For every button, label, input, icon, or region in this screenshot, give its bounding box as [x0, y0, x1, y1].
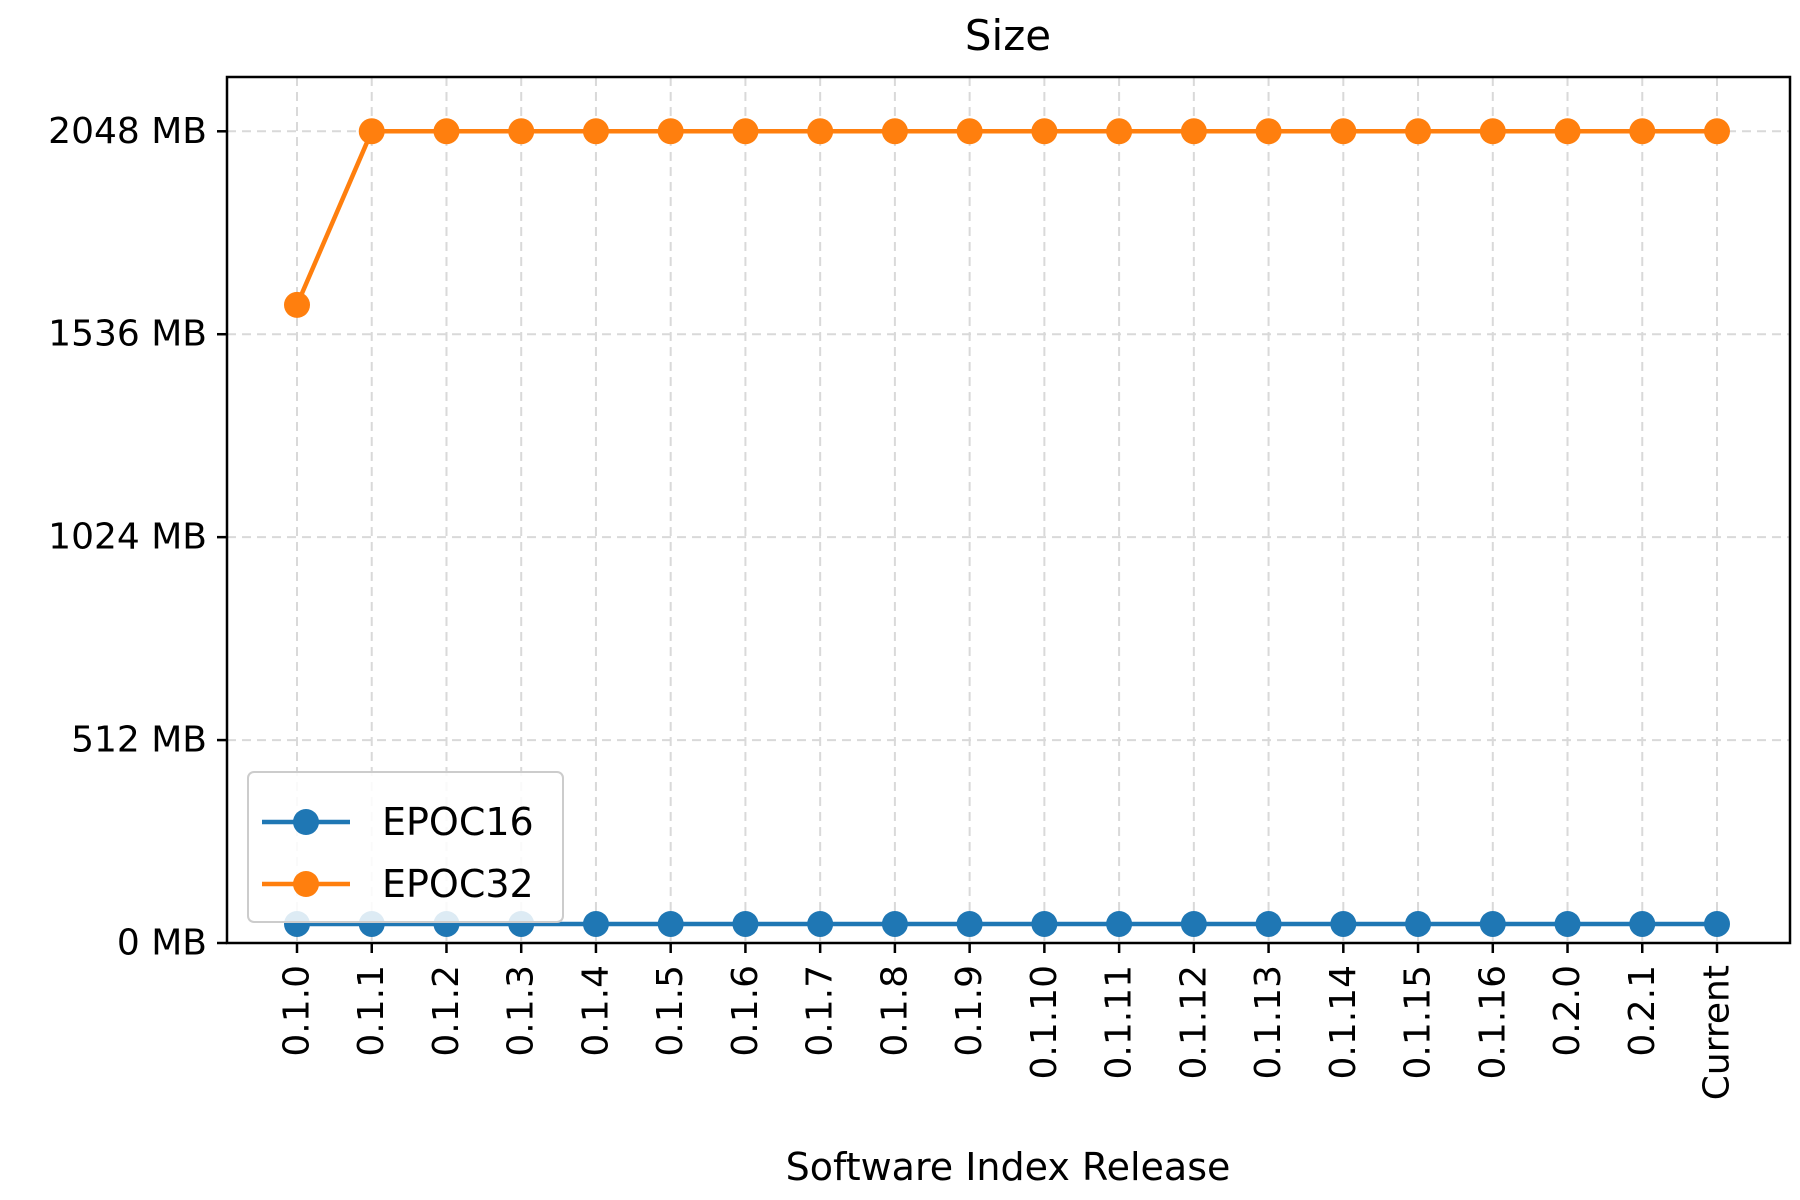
data-point: [1405, 910, 1432, 937]
data-point: [1479, 910, 1506, 937]
data-point: [582, 118, 609, 145]
x-tick-label: 0.1.1: [351, 965, 392, 1057]
data-point: [508, 118, 535, 145]
legend: EPOC16 EPOC32: [247, 771, 564, 923]
data-point: [657, 118, 684, 145]
y-tick-label: 512 MB: [71, 720, 207, 761]
data-point: [284, 291, 310, 318]
legend-label: EPOC16: [382, 800, 534, 844]
data-point: [1255, 910, 1282, 937]
x-axis: 0.1.0 0.1.1 0.1.2 0.1.3 0.1.4 0.1.5 0.1.6 0.1.7…: [277, 943, 1738, 1100]
data-point: [1629, 910, 1656, 937]
series-line: [294, 129, 1717, 306]
data-point: [1479, 118, 1506, 145]
x-tick-label: 0.1.0: [277, 965, 318, 1057]
data-point: [1031, 118, 1058, 145]
x-tick-label: 0.1.7: [800, 965, 841, 1057]
x-tick-label: 0.1.13: [1248, 965, 1289, 1080]
data-point: [1106, 118, 1133, 145]
data-point: [807, 118, 834, 145]
x-tick-label: 0.1.4: [575, 965, 616, 1057]
data-point: [1330, 910, 1357, 937]
legend-entry-epoc32: EPOC32: [262, 862, 534, 906]
legend-label: EPOC32: [382, 862, 534, 906]
x-tick-label: 0.1.16: [1472, 965, 1513, 1080]
y-tick-label: 0 MB: [117, 923, 207, 964]
data-point: [1554, 118, 1581, 145]
x-tick-label: 0.1.12: [1173, 965, 1214, 1080]
y-tick-label: 2048 MB: [48, 111, 207, 152]
x-tick-label: 0.1.3: [501, 965, 542, 1057]
x-tick-label: 0.1.2: [426, 965, 467, 1057]
data-point: [1554, 910, 1581, 937]
data-point: [956, 910, 983, 937]
data-point: [1255, 118, 1282, 145]
x-tick-label: 0.1.5: [650, 965, 691, 1057]
y-axis: 0 MB 512 MB 1024 MB 1536 MB 2048 MB: [48, 111, 227, 964]
legend-swatch-marker: [293, 809, 319, 835]
data-point: [657, 910, 684, 937]
data-point: [732, 118, 759, 145]
data-point: [1405, 118, 1432, 145]
x-tick-label: 0.2.0: [1547, 965, 1588, 1057]
data-point: [433, 118, 460, 145]
x-tick-label: 0.1.8: [874, 965, 915, 1057]
y-tick-label: 1536 MB: [48, 314, 207, 355]
data-point: [881, 910, 908, 937]
legend-entry-epoc16: EPOC16: [262, 800, 534, 844]
x-tick-label: 0.1.9: [949, 965, 990, 1057]
data-point: [1330, 118, 1357, 145]
x-tick-label: 0.1.10: [1024, 965, 1065, 1080]
x-axis-label: Software Index Release: [786, 1145, 1231, 1189]
x-tick-label: Current: [1697, 965, 1738, 1100]
data-point: [358, 118, 385, 145]
data-point: [807, 910, 834, 937]
x-tick-label: 0.1.11: [1099, 965, 1140, 1080]
data-point: [1704, 910, 1730, 937]
x-tick-label: 0.1.15: [1398, 965, 1439, 1080]
data-point: [1180, 910, 1207, 937]
data-point: [956, 118, 983, 145]
series-layer: [284, 118, 1730, 937]
series-epoc32: [284, 118, 1730, 318]
data-point: [732, 910, 759, 937]
data-point: [1704, 118, 1730, 145]
data-point: [582, 910, 609, 937]
x-tick-label: 0.1.14: [1323, 965, 1364, 1080]
data-point: [1031, 910, 1058, 937]
y-tick-label: 1024 MB: [48, 517, 207, 558]
data-point: [1180, 118, 1207, 145]
data-point: [1629, 118, 1656, 145]
data-point: [1106, 910, 1133, 937]
x-tick-label: 0.2.1: [1622, 965, 1663, 1057]
legend-swatch-marker: [293, 871, 319, 897]
chart-title: Size: [965, 11, 1051, 60]
x-tick-label: 0.1.6: [725, 965, 766, 1057]
data-point: [881, 118, 908, 145]
plot-area-frame: [225, 75, 1792, 945]
